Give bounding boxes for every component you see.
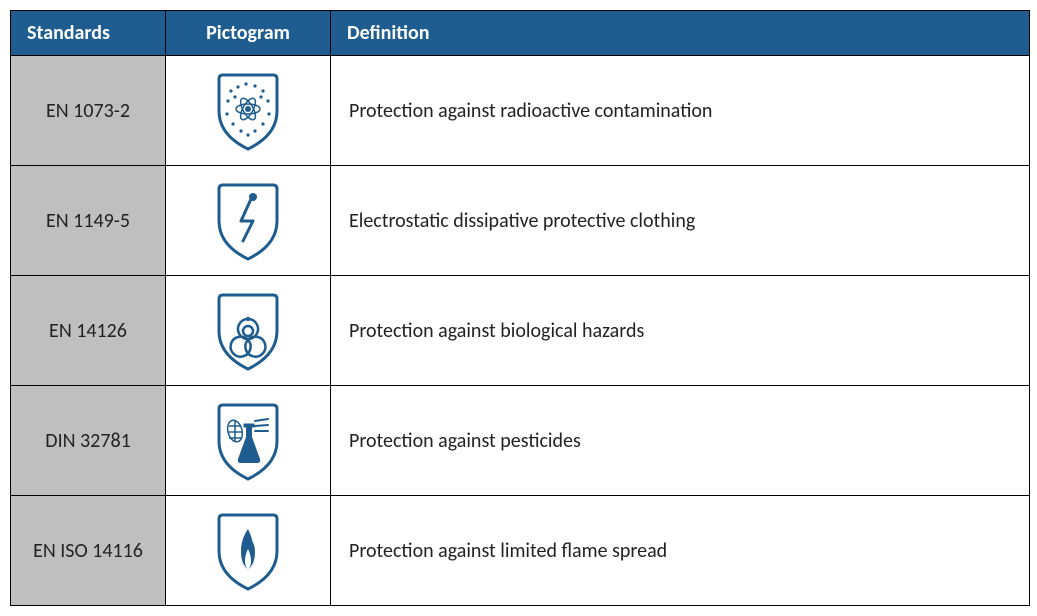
definition-cell: Protection against radioactive contamina… xyxy=(331,56,1030,166)
standard-cell: DIN 32781 xyxy=(11,386,166,496)
table-row: EN 1149-5 Electrostatic dissipative prot… xyxy=(11,166,1030,276)
definition-cell: Protection against limited flame spread xyxy=(331,496,1030,606)
standard-cell: EN 1149-5 xyxy=(11,166,166,276)
standard-text: EN ISO 14116 xyxy=(33,539,143,563)
definition-cell: Electrostatic dissipative protective clo… xyxy=(331,166,1030,276)
table-row: EN 1073-2 xyxy=(11,56,1030,166)
header-standards: Standards xyxy=(11,11,166,56)
standard-cell: EN ISO 14116 xyxy=(11,496,166,606)
standard-cell: EN 1073-2 xyxy=(11,56,166,166)
pesticide-icon xyxy=(213,399,283,483)
definition-cell: Protection against biological hazards xyxy=(331,276,1030,386)
pictogram-cell xyxy=(166,496,331,606)
table-row: DIN 32781 xyxy=(11,386,1030,496)
pictogram-cell xyxy=(166,166,331,276)
table-row: EN ISO 14116 Protection against limited … xyxy=(11,496,1030,606)
pictogram-cell xyxy=(166,386,331,496)
header-pictogram: Pictogram xyxy=(166,11,331,56)
biohazard-icon xyxy=(213,289,283,373)
definition-cell: Protection against pesticides xyxy=(331,386,1030,496)
table-row: EN 14126 Protection against biological h… xyxy=(11,276,1030,386)
table-header-row: Standards Pictogram Definition xyxy=(11,11,1030,56)
pictogram-cell xyxy=(166,56,331,166)
radioactive-contamination-icon xyxy=(213,69,283,153)
pictogram-cell xyxy=(166,276,331,386)
electrostatic-icon xyxy=(213,179,283,263)
header-definition: Definition xyxy=(331,11,1030,56)
standards-table: Standards Pictogram Definition EN 1073-2 xyxy=(10,10,1030,606)
standard-cell: EN 14126 xyxy=(11,276,166,386)
flame-icon xyxy=(213,509,283,593)
